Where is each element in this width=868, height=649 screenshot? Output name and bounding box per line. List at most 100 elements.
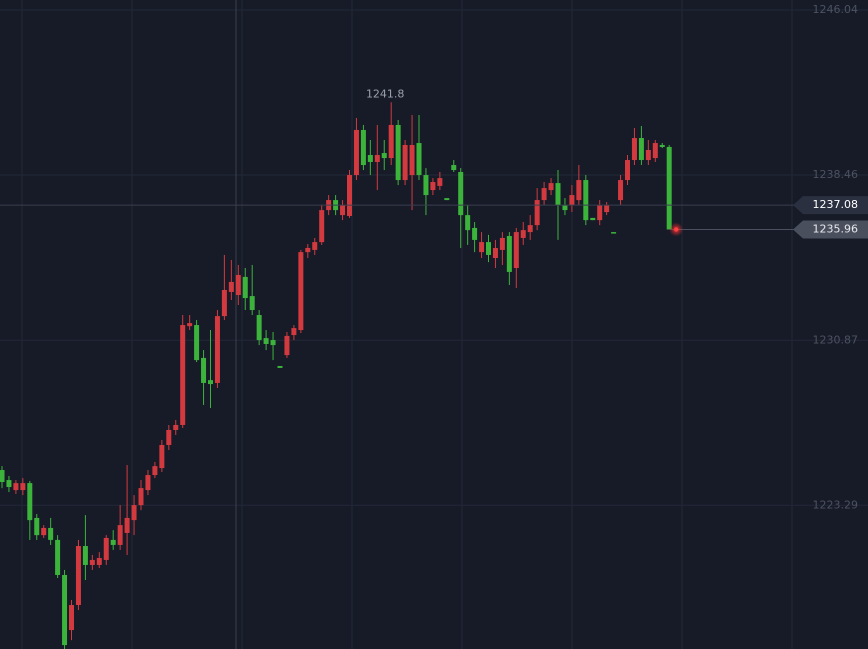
candle-body [13,483,19,491]
candle-body [201,357,207,383]
candle-body [465,215,471,231]
candle-body [451,165,457,171]
candle-body [138,488,144,506]
candle-body [291,328,297,336]
candle-body [458,171,464,216]
candle-body [638,138,644,161]
candle-body [416,143,422,176]
candle-body [340,205,346,216]
candle-body [347,175,352,216]
y-tick-label: 1238.46 [813,168,859,181]
candle-body [256,315,262,341]
crosshair-price-label: 1237.08 [813,198,859,211]
candle-body [541,188,547,201]
candle-body [221,289,227,317]
candle-body [62,574,68,646]
candle-body [89,559,95,565]
last-price-tag [793,220,868,239]
candle-body [194,325,200,361]
candle-body [131,505,137,521]
candle-body [277,365,283,368]
candle-body [611,232,617,234]
candle-body [152,466,158,476]
candle-body [55,539,61,575]
candle-body [479,242,485,253]
candle-body [625,160,630,181]
candle-body [590,217,596,221]
candle-body [6,480,12,488]
candle-body [312,242,318,250]
candle-body [666,146,672,230]
candle-body [437,178,443,186]
candle-body [555,183,561,206]
candle-body [597,205,603,221]
candle-body [576,180,582,201]
candle-body [180,325,186,425]
candle-body [34,517,40,536]
candle-body [562,205,568,211]
candle-body [117,525,123,545]
y-tick-label: 1246.04 [813,3,859,16]
y-tick-label: 1230.87 [813,333,859,346]
candle-body [645,150,651,161]
candle-body [235,274,241,295]
candle-body [145,475,151,491]
candle-body [388,124,394,159]
candle-body [263,338,269,344]
candle-body [187,323,193,327]
candle-body [208,380,213,385]
candle-body [96,557,102,565]
candle-body [20,483,26,491]
candle-body [75,546,81,606]
candle-body [27,483,33,521]
candle-body [520,230,526,238]
candle-body [82,546,88,565]
candle-body [499,237,505,250]
candle-body [270,340,276,346]
candle-body [298,252,304,331]
candle-body [472,227,478,240]
candle-body [402,144,408,181]
candle-body [353,129,359,176]
overlay: 1241.8 1237.08 1235.96 [0,87,868,239]
candle-body [124,517,130,533]
candle-body [409,144,415,176]
candle-body [486,242,491,255]
candle-body [0,470,5,483]
candle-body [159,445,165,469]
crosshair-price-tag [793,196,868,215]
candle-body [103,537,109,560]
candle-body [527,225,533,233]
candle-body [242,276,248,299]
y-tick-label: 1223.29 [813,498,859,511]
candle-body [652,143,658,159]
candle-body [618,180,624,201]
candle-body [395,124,401,181]
candle-body [69,605,74,631]
last-price-dot [674,227,679,232]
last-price-label: 1235.96 [813,222,859,235]
candle-body [214,316,220,383]
candle-body [506,236,512,272]
candle-body [659,144,665,147]
candle-body [166,429,172,446]
candle-body [569,195,575,206]
candle-body [173,424,179,430]
candle-body [534,200,540,226]
candle-body [48,527,54,540]
candle-body [444,198,450,201]
high-annotation: 1241.8 [366,87,405,100]
candle-body [492,247,498,258]
candle-body [423,175,429,196]
candle-body [548,183,554,191]
candle-body [374,155,380,162]
candle-body [430,182,436,191]
candle-body [631,138,637,161]
candle-body [583,180,589,221]
candle-body [41,527,47,536]
candle-body [319,210,325,243]
candle-body [110,539,116,545]
